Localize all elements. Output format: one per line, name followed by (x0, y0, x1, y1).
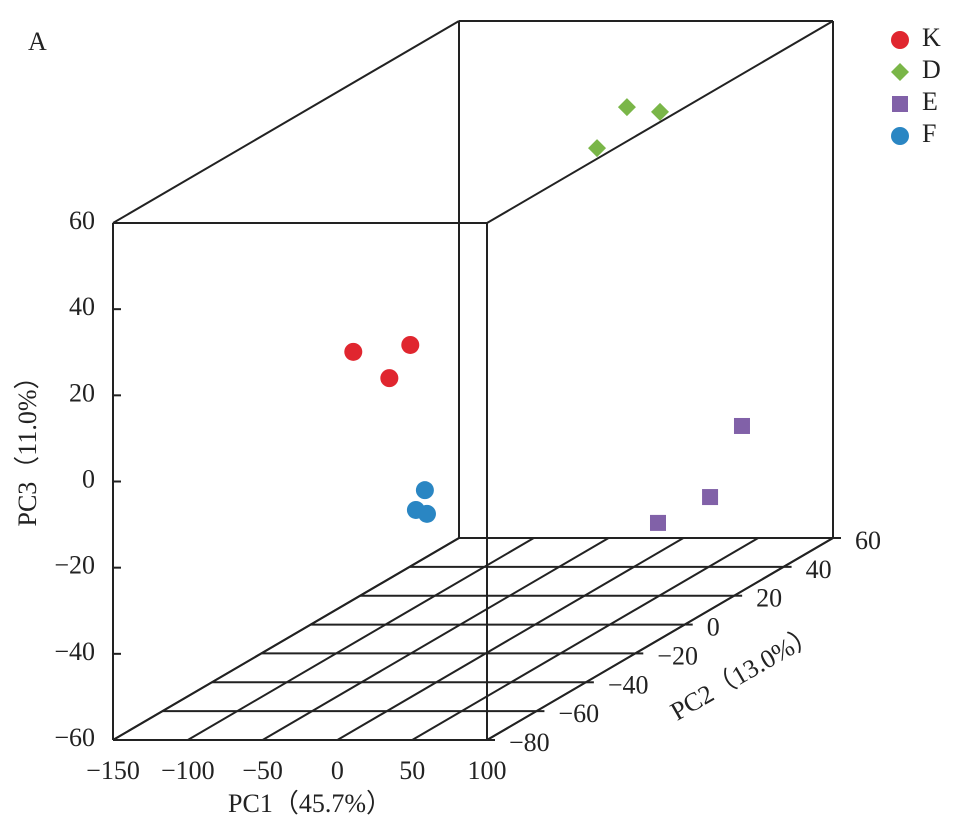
point (401, 335, 420, 354)
floor-grid-line (187, 537, 535, 741)
point (344, 342, 363, 361)
floor-grid-line (262, 537, 610, 741)
point (702, 489, 719, 506)
y-tick-label: 40 (806, 555, 832, 584)
point (651, 102, 670, 121)
y-tick-label: 20 (756, 584, 782, 613)
x-axis-title: PC1（45.7%） (228, 789, 392, 818)
x-tick-label: 50 (399, 756, 425, 785)
x-tick-label: 100 (468, 756, 507, 785)
z-tick-label: 40 (69, 292, 95, 321)
legend-label: D (922, 55, 941, 84)
z-tick-label: 20 (69, 378, 95, 407)
y-tick-label: −60 (558, 699, 599, 728)
point (588, 139, 607, 158)
point (649, 514, 666, 531)
legend-label: K (922, 23, 941, 52)
floor-grid-line (336, 537, 684, 741)
panel-label: A (28, 27, 47, 56)
x-tick-label: −50 (242, 756, 283, 785)
legend-label: F (922, 119, 936, 148)
z-tick-label: −40 (54, 637, 95, 666)
x-tick-label: −100 (161, 756, 215, 785)
floor-grid-line (411, 537, 759, 741)
legend-marker (891, 63, 909, 81)
y-tick-label: 0 (707, 613, 720, 642)
floor-grid-line (112, 537, 460, 741)
z-axis-title: PC3（11.0%） (13, 364, 42, 527)
floor-grid-line (486, 537, 834, 741)
point (380, 369, 399, 388)
box-edge (486, 20, 834, 224)
x-tick-label: −150 (86, 756, 140, 785)
legend-marker (891, 31, 909, 49)
point (733, 417, 750, 434)
legend-marker (891, 127, 909, 145)
z-tick-label: −60 (54, 723, 95, 752)
z-tick-label: −20 (54, 551, 95, 580)
y-tick-label: −80 (509, 728, 550, 757)
point (617, 98, 636, 117)
y-tick-label: −40 (608, 670, 649, 699)
y-axis-title: PC2（13.0%） (665, 619, 822, 726)
z-tick-label: 0 (82, 464, 95, 493)
x-tick-label: 0 (331, 756, 344, 785)
y-tick-label: 60 (855, 526, 881, 555)
legend-label: E (922, 87, 938, 116)
box-edge (112, 20, 460, 224)
point (415, 481, 434, 500)
z-tick-label: 60 (69, 206, 95, 235)
y-tick-label: −20 (657, 641, 698, 670)
legend-marker (892, 96, 908, 112)
point (417, 504, 436, 523)
